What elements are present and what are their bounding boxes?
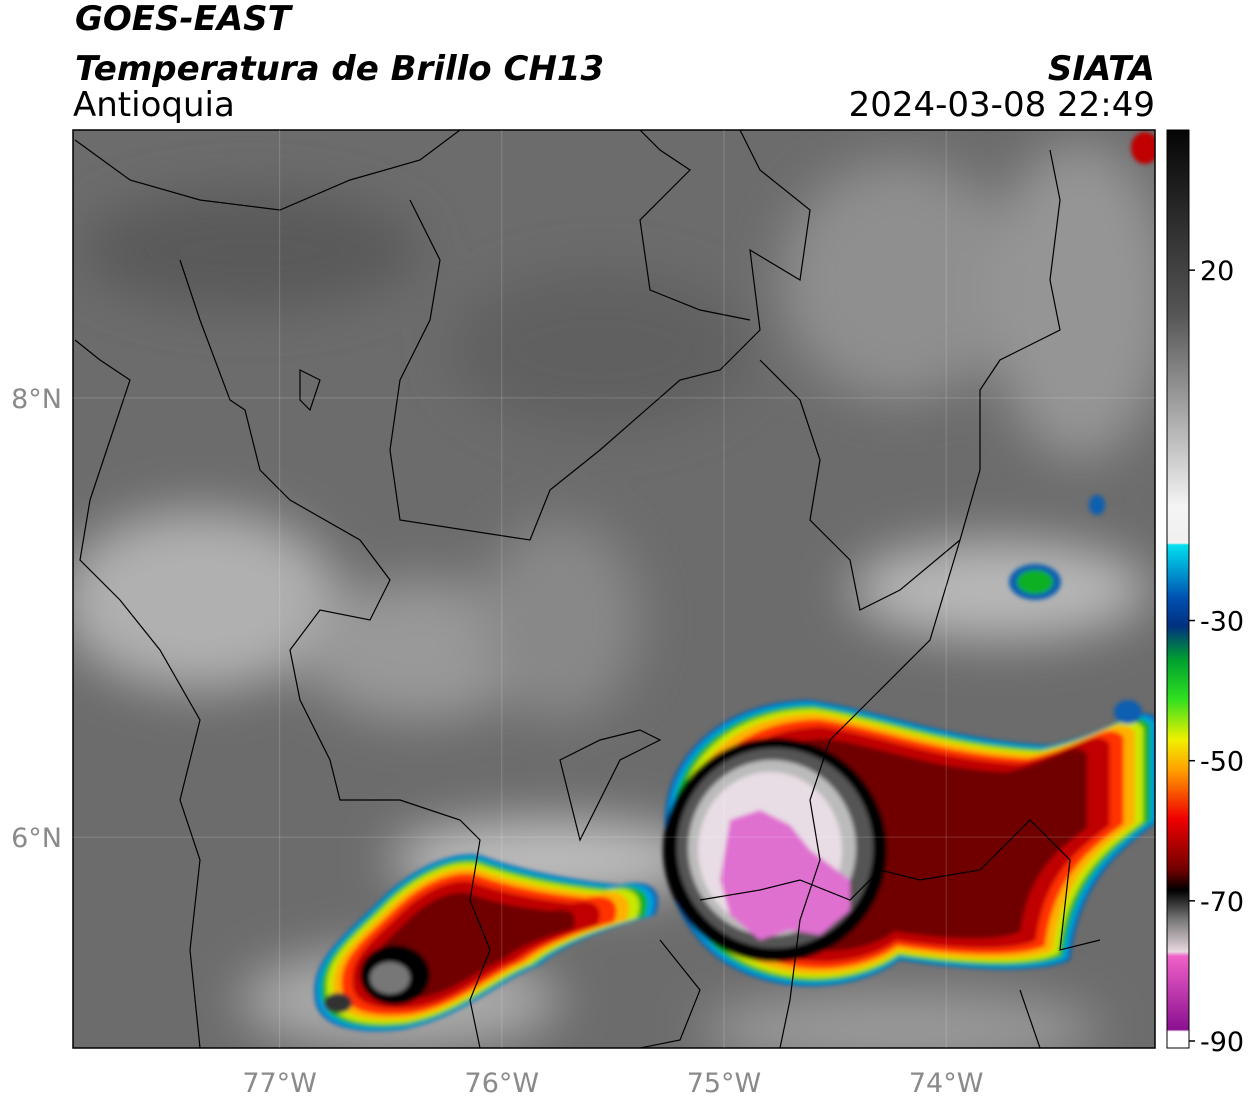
product: Temperatura de Brillo CH13 bbox=[75, 49, 604, 89]
cloud-top bbox=[370, 962, 410, 994]
colorbar-tick-label: -70 bbox=[1200, 887, 1244, 918]
map bbox=[73, 130, 1155, 1048]
source: SIATA bbox=[1048, 49, 1155, 89]
colorbar-tick-label: -30 bbox=[1200, 607, 1244, 638]
lon-tick-label: 76°W bbox=[465, 1068, 540, 1099]
region: Antioquia bbox=[73, 85, 235, 125]
lon-tick-label: 75°W bbox=[687, 1068, 762, 1099]
cloud-top bbox=[1017, 570, 1053, 594]
lon-tick-label: 74°W bbox=[909, 1068, 984, 1099]
datetime: 2024-03-08 22:49 bbox=[849, 85, 1155, 125]
colorbar bbox=[1166, 129, 1190, 1049]
cloud-top bbox=[720, 810, 850, 940]
colorbar-tick-label: -50 bbox=[1200, 747, 1244, 778]
cloud-top bbox=[1089, 495, 1105, 515]
cloud-top bbox=[324, 993, 352, 1013]
colorbar-tick-label: 20 bbox=[1200, 256, 1234, 287]
lat-tick-label: 6°N bbox=[11, 823, 62, 854]
colorbar-tick-label: -90 bbox=[1200, 1027, 1244, 1058]
map-frame bbox=[72, 129, 1156, 1049]
cloud-top bbox=[1114, 700, 1142, 724]
lon-tick-label: 77°W bbox=[242, 1068, 317, 1099]
satellite: GOES-EAST bbox=[75, 0, 294, 39]
lat-tick-label: 8°N bbox=[11, 384, 62, 415]
cloud-top bbox=[1131, 132, 1155, 164]
